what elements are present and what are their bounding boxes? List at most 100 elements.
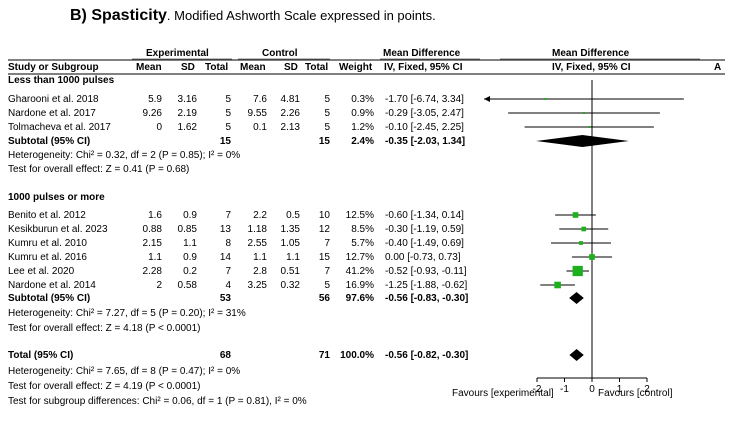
ctl-mean: 2.55 [247,238,267,249]
ctl-mean: 2.8 [253,266,267,277]
ctl-sd: 1.05 [280,238,300,249]
ctl-total: 7 [324,266,330,277]
weight: 12.5% [345,210,374,221]
ctl-sd-header: SD [284,62,298,73]
heterogeneity-text: Heterogeneity: Chi² = 7.27, df = 5 (P = … [8,308,246,319]
x-tick-label: 2 [644,384,650,395]
total-overall-effect-text: Test for overall effect: Z = 4.19 (P < 0… [8,381,201,392]
study-marker [572,212,579,218]
total-ctl-total: 71 [318,350,330,361]
method-header: IV, Fixed, 95% CI [384,62,463,73]
exp-sd-header: SD [181,62,195,73]
total-heterogeneity-text: Heterogeneity: Chi² = 7.65, df = 8 (P = … [8,366,241,377]
study-marker [581,226,587,232]
ctl-total: 12 [318,224,330,235]
exp-mean: 5.9 [148,94,162,105]
summary-diamond [536,135,629,147]
mean-difference-plot-header: Mean Difference [552,48,630,59]
weight: 0.3% [351,94,374,105]
ctl-total: 5 [324,280,330,291]
exp-mean: 2.28 [142,266,162,277]
exp-total: 7 [225,210,231,221]
ctl-sd: 0.51 [280,266,300,277]
study-marker [554,281,561,289]
exp-sd: 1.1 [183,238,197,249]
ctl-mean: 0.1 [253,122,267,133]
exp-total: 4 [225,280,231,291]
weight-header: Weight [339,62,373,73]
weight: 1.2% [351,122,374,133]
group-title: Less than 1000 pulses [8,75,115,86]
exp-mean: 1.1 [148,252,162,263]
ci: -0.30 [-1.19, 0.59] [385,224,464,235]
ctl-mean-header: Mean [240,62,266,73]
exp-total: 5 [225,122,231,133]
exp-sd: 2.19 [177,108,197,119]
ctl-sd: 0.5 [286,210,300,221]
exp-mean: 0.88 [142,224,162,235]
exp-sd: 0.2 [183,266,197,277]
ctl-mean: 9.55 [247,108,267,119]
study-name: Nardone et al. 2017 [8,108,96,119]
study-name: Kumru et al. 2010 [8,238,87,249]
mean-difference-header: Mean Difference [383,48,461,59]
exp-mean-header: Mean [136,62,162,73]
ctl-total: 15 [318,252,330,263]
weight: 12.7% [345,252,374,263]
exp-mean: 1.6 [148,210,162,221]
exp-total: 14 [219,252,231,263]
ci: 0.00 [-0.73, 0.73] [385,252,461,263]
ctl-total: 5 [324,122,330,133]
study-name: Kesikburun et al. 2023 [8,224,108,235]
ci: -0.40 [-1.49, 0.69] [385,238,464,249]
ctl-total: 7 [324,238,330,249]
ctl-mean: 1.1 [253,252,267,263]
ctl-mean: 2.2 [253,210,267,221]
weight: 0.9% [351,108,374,119]
ctl-mean: 3.25 [247,280,267,291]
total-exp-total: 68 [219,350,231,361]
summary-diamond [569,292,584,304]
ci-arrow [484,96,490,102]
experimental-header: Experimental [146,48,209,59]
exp-sd: 0.9 [183,252,197,263]
ctl-mean: 1.18 [247,224,267,235]
study-marker [583,112,586,114]
weight: 41.2% [345,266,374,277]
exp-mean: 2 [156,280,162,291]
x-tick-label: 0 [589,384,595,395]
x-tick-label: -1 [560,384,569,395]
favours-control-label: Favours [control] [598,388,673,399]
figure-title: B) Spasticity. Modified Ashworth Scale e… [70,6,436,26]
subtotal-weight: 2.4% [351,136,374,147]
exp-mean: 9.26 [142,108,162,119]
ci: -1.70 [-6.74, 3.34] [385,94,464,105]
favours-experimental-label: Favours [experimental] [452,388,554,399]
exp-total-header: Total [205,62,229,73]
study-name: Kumru et al. 2016 [8,252,87,263]
study-name: Gharooni et al. 2018 [8,94,99,105]
exp-sd: 0.58 [177,280,197,291]
exp-total: 7 [225,266,231,277]
study-marker [588,126,591,128]
exp-total: 5 [225,108,231,119]
method-plot-header: IV, Fixed, 95% CI [552,62,631,73]
total-weight: 100.0% [340,350,374,361]
ctl-total: 5 [324,108,330,119]
exp-total: 8 [225,238,231,249]
weight: 16.9% [345,280,374,291]
ctl-total: 10 [318,210,330,221]
risk-of-bias-header: A [714,62,722,73]
title-bold: B) Spasticity [70,7,167,24]
x-tick-label: -2 [533,384,542,395]
x-tick-label: 1 [617,384,623,395]
subtotal-ctl-total: 56 [318,293,330,304]
subtotal-exp-total: 53 [219,293,231,304]
subtotal-weight: 97.6% [345,293,374,304]
exp-mean: 2.15 [142,238,162,249]
overall-effect-text: Test for overall effect: Z = 0.41 (P = 0… [8,164,190,175]
ctl-mean: 7.6 [253,94,267,105]
ci: -0.60 [-1.34, 0.14] [385,210,464,221]
exp-total: 5 [225,94,231,105]
study-header: Study or Subgroup [8,62,99,73]
